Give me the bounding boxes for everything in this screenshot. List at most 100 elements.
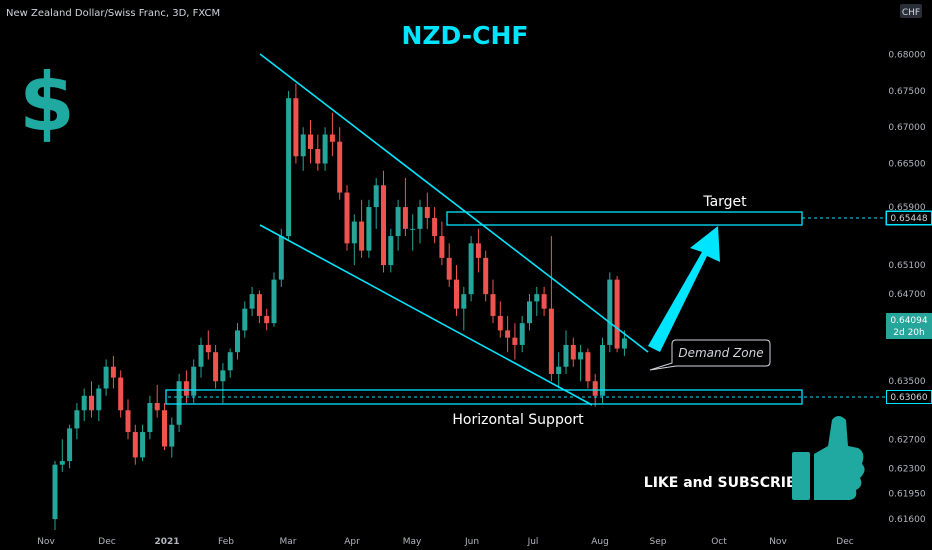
candle xyxy=(176,373,182,433)
price-tick-label: 0.61600 xyxy=(888,515,925,525)
chart-title: NZD-CHF xyxy=(402,21,529,50)
candle xyxy=(103,359,109,396)
support-zone-box[interactable] xyxy=(165,389,803,405)
candle xyxy=(52,461,58,530)
current-price-text: 0.64094 xyxy=(890,316,927,326)
candle-body xyxy=(607,279,613,345)
candle-body xyxy=(147,403,153,433)
price-tick-label: 0.65900 xyxy=(888,203,925,213)
currency-badge-bg xyxy=(900,4,922,18)
target-price-tag: 0.65448 xyxy=(885,210,932,226)
price-tick-label: 0.64700 xyxy=(888,290,925,300)
candle-body xyxy=(548,308,554,374)
candle xyxy=(96,384,102,422)
candle xyxy=(256,290,262,324)
candle-body xyxy=(592,381,598,396)
price-tick-label: 0.65100 xyxy=(888,261,925,271)
candle xyxy=(446,243,452,287)
candle-body xyxy=(395,207,401,237)
candle xyxy=(381,170,386,273)
candle xyxy=(337,127,343,200)
candle-body xyxy=(381,185,386,266)
candle-body xyxy=(278,236,284,280)
candle xyxy=(497,301,503,338)
horizontal-support-label: Horizontal Support xyxy=(452,412,584,428)
candle xyxy=(213,344,219,389)
candle-body xyxy=(446,257,452,280)
candle xyxy=(541,286,547,316)
candle-body xyxy=(600,344,605,396)
candle xyxy=(527,294,532,331)
price-tick-label: 0.68000 xyxy=(888,51,925,61)
candle xyxy=(359,199,365,258)
price-tick-label: 0.61950 xyxy=(888,490,925,500)
candle-body xyxy=(468,243,474,295)
candle-body xyxy=(89,395,94,411)
candle-body xyxy=(103,366,109,389)
price-tick-label: 0.62300 xyxy=(888,464,925,474)
candle xyxy=(132,424,138,465)
time-tick-label: Sep xyxy=(650,537,667,547)
candle-body xyxy=(205,344,211,353)
candle xyxy=(468,236,474,302)
callout-bubble xyxy=(649,339,771,371)
candle-body xyxy=(271,279,277,324)
price-axis[interactable]: 0.61600 0.61950 0.62300 0.62700 0.63500 0.647… xyxy=(888,51,925,525)
candle xyxy=(278,228,284,287)
thumbs-up-icon[interactable] xyxy=(792,416,865,500)
time-tick-label: May xyxy=(403,537,422,547)
candle-body xyxy=(439,236,445,258)
current-price-tag: 0.64094 2d 20h xyxy=(886,313,932,339)
candle xyxy=(169,417,175,458)
candle xyxy=(519,315,525,353)
time-tick-label: Dec xyxy=(98,537,115,547)
candle-body xyxy=(621,338,627,349)
candle xyxy=(344,185,350,251)
candle-body xyxy=(308,134,313,149)
candle-body xyxy=(169,424,175,447)
candle-body xyxy=(81,395,87,411)
channel-lower-line[interactable] xyxy=(259,224,593,406)
candle xyxy=(220,363,226,403)
candle xyxy=(410,214,416,251)
candle-body xyxy=(454,279,459,309)
candle-body xyxy=(264,315,270,324)
candle-body xyxy=(417,207,423,229)
candle-body xyxy=(424,207,430,218)
candle xyxy=(249,286,255,316)
currency-badge[interactable]: CHF xyxy=(902,8,920,18)
price-tick-label: 0.63500 xyxy=(888,377,925,387)
candle-body xyxy=(432,217,438,237)
candle xyxy=(556,352,562,389)
candle-body xyxy=(300,134,306,157)
candle xyxy=(147,395,153,440)
candle xyxy=(154,384,160,418)
price-tick-label: 0.67000 xyxy=(888,123,925,133)
candle xyxy=(570,337,576,367)
candle-body xyxy=(344,192,350,244)
candle xyxy=(607,272,613,353)
time-tick-label: Mar xyxy=(280,537,297,547)
dollar-sign-icon: $ xyxy=(19,56,75,149)
candle xyxy=(585,348,591,389)
candle-body xyxy=(125,410,131,433)
candle xyxy=(286,90,292,240)
candle-body xyxy=(359,221,365,251)
candle-body xyxy=(512,337,518,345)
demand-zone-callout[interactable]: Demand Zone xyxy=(649,339,771,371)
candle-body xyxy=(527,301,532,324)
candle xyxy=(417,199,423,244)
candle-body xyxy=(96,388,102,411)
candle-body xyxy=(541,294,547,309)
candle-body xyxy=(249,294,255,309)
candle-body xyxy=(176,381,182,425)
symbol-line[interactable]: New Zealand Dollar/Swiss Franc, 3D, FXCM xyxy=(6,8,220,19)
candles-layer xyxy=(52,83,627,530)
channel-upper-line[interactable] xyxy=(259,53,649,353)
time-axis[interactable]: Nov Dec 2021 Feb Mar Apr May Jun Jul Aug Sep Oct Nov… xyxy=(37,537,854,547)
time-tick-label: Apr xyxy=(344,537,360,547)
price-tick-label: 0.67500 xyxy=(888,87,925,97)
candle-body xyxy=(329,134,335,142)
